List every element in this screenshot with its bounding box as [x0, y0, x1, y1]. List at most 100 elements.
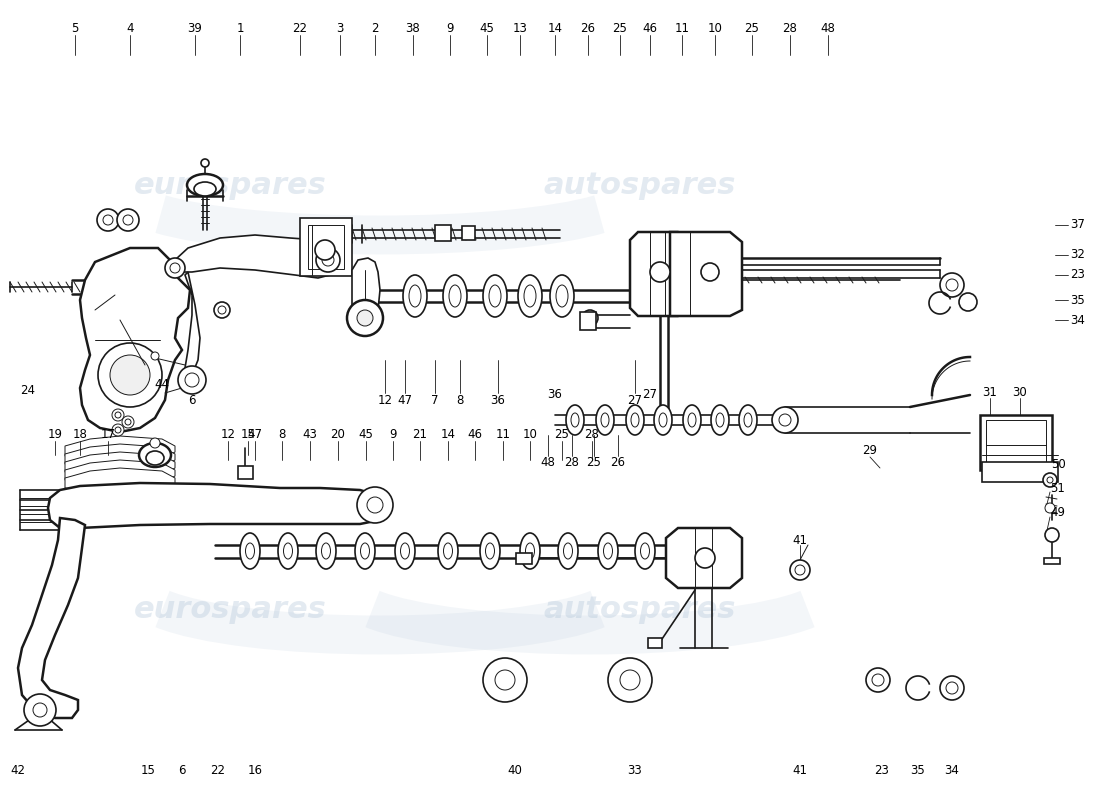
Circle shape [122, 416, 134, 428]
Circle shape [201, 159, 209, 167]
Circle shape [1043, 473, 1057, 487]
Circle shape [24, 694, 56, 726]
Text: 1: 1 [236, 22, 244, 34]
Circle shape [1045, 528, 1059, 542]
Text: 35: 35 [911, 763, 925, 777]
Text: 25: 25 [613, 22, 627, 34]
Circle shape [316, 248, 340, 272]
Text: eurospares: eurospares [133, 595, 327, 625]
Polygon shape [65, 460, 175, 486]
Circle shape [495, 670, 515, 690]
Text: 6: 6 [178, 763, 186, 777]
Circle shape [123, 215, 133, 225]
Text: 37: 37 [1070, 218, 1086, 231]
Polygon shape [65, 436, 175, 462]
Ellipse shape [688, 413, 696, 427]
Circle shape [695, 548, 715, 568]
Text: 25: 25 [745, 22, 759, 34]
Ellipse shape [524, 285, 536, 307]
Text: 41: 41 [792, 763, 807, 777]
Ellipse shape [139, 443, 170, 467]
Text: 48: 48 [821, 22, 835, 34]
Text: 2: 2 [372, 22, 378, 34]
Circle shape [608, 658, 652, 702]
Polygon shape [80, 248, 190, 432]
Ellipse shape [558, 533, 578, 569]
Polygon shape [48, 483, 385, 528]
Circle shape [117, 209, 139, 231]
Polygon shape [175, 235, 336, 278]
Text: 46: 46 [468, 429, 483, 442]
Text: 46: 46 [642, 22, 658, 34]
Text: 10: 10 [522, 429, 538, 442]
Ellipse shape [194, 182, 216, 196]
Circle shape [586, 314, 594, 322]
Text: 16: 16 [248, 763, 263, 777]
Text: 49: 49 [1050, 506, 1066, 518]
Text: 45: 45 [480, 22, 494, 34]
Text: 12: 12 [377, 394, 393, 406]
Ellipse shape [566, 405, 584, 435]
Text: 9: 9 [447, 22, 453, 34]
Ellipse shape [361, 543, 370, 559]
Text: 36: 36 [548, 389, 562, 402]
Ellipse shape [240, 533, 260, 569]
Text: 15: 15 [141, 763, 155, 777]
Ellipse shape [278, 533, 298, 569]
Circle shape [125, 419, 131, 425]
Text: 31: 31 [982, 386, 998, 398]
Text: 34: 34 [1070, 314, 1086, 326]
Ellipse shape [659, 413, 667, 427]
Bar [648, 638, 662, 648]
Text: 15: 15 [241, 429, 255, 442]
Text: 23: 23 [874, 763, 890, 777]
Circle shape [650, 262, 670, 282]
Bar [980, 415, 1052, 470]
Circle shape [103, 215, 113, 225]
Ellipse shape [403, 275, 427, 317]
Ellipse shape [284, 543, 293, 559]
Text: 19: 19 [47, 429, 63, 442]
Polygon shape [65, 468, 175, 494]
Text: 8: 8 [278, 429, 286, 442]
Text: 14: 14 [548, 22, 562, 34]
Bar [580, 312, 596, 330]
Ellipse shape [321, 543, 330, 559]
Circle shape [322, 254, 334, 266]
Circle shape [33, 703, 47, 717]
Circle shape [1045, 503, 1055, 513]
Text: 13: 13 [513, 22, 527, 34]
Circle shape [112, 424, 124, 436]
Text: 5: 5 [72, 22, 79, 34]
Ellipse shape [716, 413, 724, 427]
Circle shape [214, 302, 230, 318]
Bar [516, 553, 532, 564]
Text: 41: 41 [792, 534, 807, 546]
Text: 27: 27 [642, 389, 658, 402]
Text: 6: 6 [188, 394, 196, 406]
Circle shape [940, 676, 964, 700]
Text: 28: 28 [564, 457, 580, 470]
Text: 48: 48 [540, 457, 556, 470]
Circle shape [872, 674, 884, 686]
Text: 17: 17 [100, 429, 116, 442]
Circle shape [790, 560, 810, 580]
Text: 12: 12 [220, 429, 235, 442]
Text: 44: 44 [154, 378, 169, 391]
Circle shape [150, 438, 160, 448]
Text: 26: 26 [610, 457, 626, 470]
Text: 24: 24 [21, 383, 35, 397]
Ellipse shape [400, 543, 409, 559]
Text: 28: 28 [782, 22, 797, 34]
Ellipse shape [438, 533, 458, 569]
Circle shape [98, 343, 162, 407]
Text: 34: 34 [945, 763, 959, 777]
Ellipse shape [596, 405, 614, 435]
Text: 28: 28 [584, 429, 600, 442]
Text: 26: 26 [581, 22, 595, 34]
Polygon shape [630, 232, 690, 316]
Text: 35: 35 [1070, 294, 1086, 306]
Text: 42: 42 [11, 763, 25, 777]
Polygon shape [65, 444, 175, 470]
Text: 23: 23 [1070, 269, 1086, 282]
